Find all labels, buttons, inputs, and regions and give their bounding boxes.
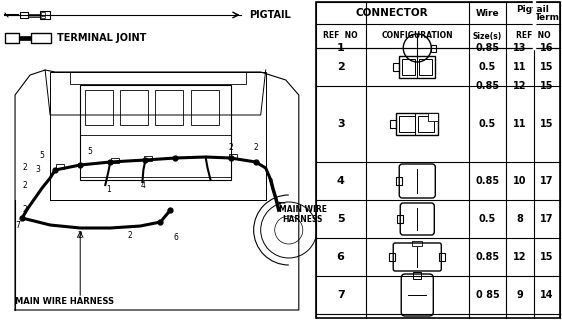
Text: 15: 15 [540,252,554,262]
Text: 7: 7 [16,220,20,229]
Text: 17: 17 [540,176,554,186]
Text: Size(s): Size(s) [473,31,502,41]
Text: CONFIGURATION: CONFIGURATION [382,31,453,41]
Bar [431,44,436,52]
Bar [80,135,230,177]
Text: TERMINAL JOINT: TERMINAL JOINT [57,33,147,43]
Text: 12: 12 [513,81,527,91]
Text: 0.85: 0.85 [475,81,500,91]
Text: 0.5: 0.5 [479,62,496,72]
Bar [419,59,432,75]
Text: 2: 2 [228,143,233,153]
Bar [229,154,237,159]
Bar [28,13,40,17]
Text: MAIN WIRE HARNESS: MAIN WIRE HARNESS [15,298,114,307]
Text: 14: 14 [540,290,554,300]
Bar [111,158,119,163]
Text: 16: 16 [540,43,554,53]
Bar [144,156,152,161]
Bar [80,85,230,180]
Text: 7: 7 [337,290,345,300]
Bar [41,15,45,18]
Text: 2: 2 [22,205,28,214]
Text: 1: 1 [337,43,345,53]
Text: 13: 13 [513,43,527,53]
Text: 3: 3 [35,165,40,174]
Text: 2: 2 [128,230,133,239]
Bar [40,11,50,19]
Bar [399,116,415,132]
Text: 2: 2 [337,62,345,72]
Text: 9: 9 [516,290,523,300]
Text: 5: 5 [40,150,44,159]
Bar [393,63,399,71]
Text: 2: 2 [78,230,83,239]
Bar [439,253,445,261]
Bar [70,72,246,84]
Bar [19,36,31,40]
Bar [156,90,183,125]
Text: PIGTAIL: PIGTAIL [248,10,291,20]
Bar [5,33,19,43]
Text: Pigtail: Pigtail [516,4,550,13]
Bar [50,72,266,200]
Text: Wire: Wire [475,9,499,18]
Text: 4: 4 [141,180,146,189]
Bar [20,12,28,18]
Text: 0.85: 0.85 [475,252,500,262]
Text: Term: Term [534,12,560,21]
Text: 2: 2 [253,143,258,153]
Bar [418,116,434,132]
Text: 10: 10 [513,176,527,186]
Text: 15: 15 [540,62,554,72]
Bar [428,113,438,121]
Text: 12: 12 [513,252,527,262]
Bar [120,90,148,125]
Bar [397,215,404,223]
Text: 0 85: 0 85 [475,290,499,300]
Text: 0.85: 0.85 [475,43,500,53]
Text: REF  NO: REF NO [516,31,550,41]
Text: 3: 3 [337,119,345,129]
Bar [41,12,45,14]
Bar [31,33,51,43]
Text: 5: 5 [88,148,93,156]
Bar [389,253,395,261]
Text: 8: 8 [516,214,523,224]
Text: 17: 17 [540,214,554,224]
Text: 0.5: 0.5 [479,119,496,129]
Text: CONNECTOR: CONNECTOR [356,8,429,18]
Bar [399,56,436,78]
Text: REF  NO: REF NO [323,31,358,41]
Text: 0.5: 0.5 [479,214,496,224]
Text: 2: 2 [22,180,28,189]
Text: 5: 5 [337,214,345,224]
Bar [396,113,438,135]
Text: 2: 2 [22,164,28,172]
Text: 0.85: 0.85 [475,176,500,186]
Text: 4: 4 [337,176,345,186]
Text: MAIN WIRE
HARNESS: MAIN WIRE HARNESS [279,205,327,224]
Bar [191,90,219,125]
Text: 15: 15 [540,81,554,91]
Text: 15: 15 [540,119,554,129]
Bar [390,120,396,128]
Text: 1: 1 [106,186,111,195]
Bar [56,164,64,169]
Text: 11: 11 [513,119,527,129]
Text: 6: 6 [173,234,178,243]
Bar [413,241,422,246]
Bar [413,272,422,279]
Bar [402,59,415,75]
Text: 11: 11 [513,62,527,72]
Bar [396,177,402,185]
Bar [85,90,114,125]
Text: 6: 6 [337,252,345,262]
